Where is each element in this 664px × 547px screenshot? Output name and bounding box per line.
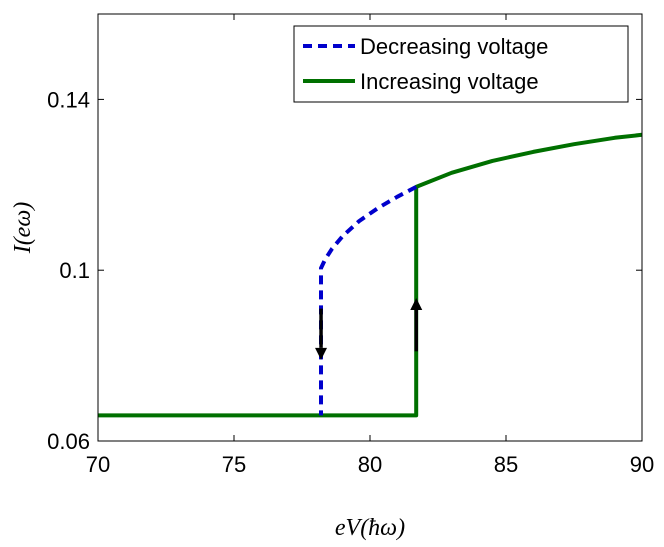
y-tick-label: 0.06: [47, 429, 90, 454]
x-tick-label: 90: [630, 452, 654, 477]
series-increasing-voltage: [98, 132, 643, 418]
axis-ticks: 70 75 80 85 90 0.06 0.1 0.14: [47, 14, 654, 477]
arrow-down-icon: [315, 308, 328, 360]
legend-box: [293, 25, 629, 103]
x-tick-label: 80: [358, 452, 382, 477]
arrow-up-icon: [410, 297, 423, 352]
plot-marks: [98, 132, 643, 418]
legend-label-increasing: Increasing voltage: [360, 69, 539, 94]
series-decreasing-voltage: [319, 185, 418, 416]
legend: Decreasing voltage Increasing voltage: [293, 25, 629, 103]
x-tick-label: 70: [86, 452, 110, 477]
y-tick-label: 0.14: [47, 87, 90, 112]
x-tick-label: 85: [494, 452, 518, 477]
x-axis-label: eV(ħω): [335, 515, 405, 541]
y-tick-label: 0.1: [59, 258, 90, 283]
y-axis-label: I(eω): [10, 202, 36, 255]
legend-label-decreasing: Decreasing voltage: [360, 34, 548, 59]
x-tick-label: 75: [222, 452, 246, 477]
